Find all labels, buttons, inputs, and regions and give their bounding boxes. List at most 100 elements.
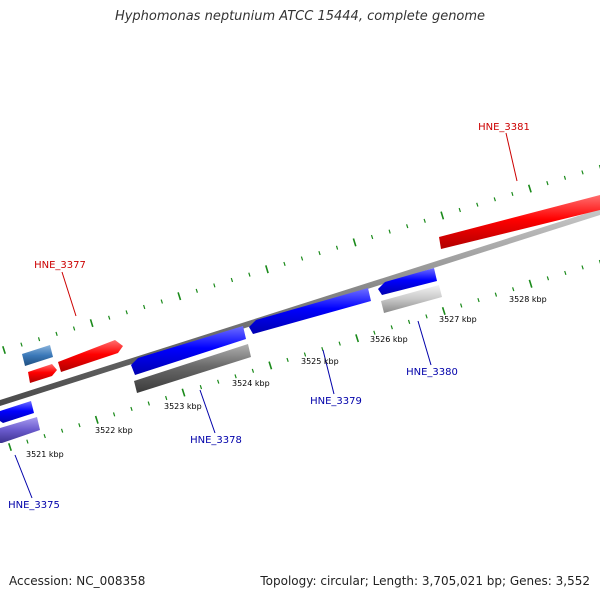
- major-tick: [265, 265, 269, 274]
- minor-tick: [43, 434, 46, 439]
- gene-hne-3377[interactable]: [58, 340, 123, 372]
- gene-label-hne-3380[interactable]: HNE_3380: [406, 367, 458, 378]
- major-tick: [89, 319, 94, 328]
- minor-tick: [230, 277, 234, 283]
- major-tick: [355, 334, 360, 343]
- minor-tick: [493, 197, 496, 202]
- minor-tick: [460, 303, 463, 308]
- minor-tick: [388, 229, 391, 234]
- minor-tick: [406, 224, 409, 229]
- gene-label-hne-3379[interactable]: HNE_3379: [310, 396, 362, 407]
- scale-label: 3521 kbp: [26, 450, 64, 459]
- minor-tick: [476, 202, 479, 207]
- genome-stats-text: Topology: circular; Length: 3,705,021 bp…: [260, 574, 590, 588]
- minor-tick: [581, 170, 584, 175]
- tick-row-lower: [8, 259, 600, 452]
- gene-hne-3381[interactable]: [439, 195, 600, 249]
- minor-tick: [338, 341, 341, 346]
- minor-tick: [213, 283, 216, 288]
- minor-tick: [581, 265, 584, 270]
- minor-tick: [512, 287, 515, 292]
- minor-tick: [20, 342, 23, 347]
- minor-tick: [370, 234, 374, 240]
- gene-hne-3375[interactable]: [0, 401, 34, 423]
- minor-tick: [125, 310, 128, 315]
- scale-label: 3527 kbp: [439, 315, 477, 324]
- minor-tick: [373, 330, 376, 335]
- major-tick: [352, 238, 357, 247]
- major-tick: [268, 361, 273, 370]
- minor-tick: [546, 181, 549, 186]
- minor-tick: [165, 395, 168, 401]
- scale-label: 3525 kbp: [301, 357, 339, 366]
- minor-tick: [283, 261, 286, 266]
- gene-purple[interactable]: [0, 417, 40, 443]
- gene-small-red[interactable]: [28, 364, 57, 383]
- minor-tick: [26, 439, 29, 444]
- accession-text: Accession: NC_008358: [9, 574, 146, 588]
- gene-label-hne-3378[interactable]: HNE_3378: [190, 435, 242, 446]
- scale-label: 3522 kbp: [95, 426, 133, 435]
- minor-tick: [563, 175, 567, 180]
- minor-tick: [112, 412, 116, 417]
- gene-grey[interactable]: [134, 344, 251, 393]
- scale-label: 3528 kbp: [509, 295, 547, 304]
- callout-hne-3379: [322, 349, 335, 395]
- minor-tick: [78, 423, 81, 428]
- major-tick: [177, 292, 182, 301]
- minor-tick: [564, 270, 567, 275]
- minor-tick: [303, 352, 307, 357]
- major-tick: [440, 211, 445, 220]
- major-tick: [527, 184, 532, 193]
- minor-tick: [318, 251, 321, 256]
- major-tick: [8, 442, 12, 452]
- minor-tick: [286, 357, 289, 362]
- major-tick: [94, 415, 99, 424]
- major-tick: [2, 345, 6, 355]
- minor-tick: [390, 325, 393, 330]
- callout-hne-3378: [199, 389, 216, 434]
- tick-row-upper: [2, 164, 600, 355]
- minor-tick: [300, 256, 304, 261]
- callout-hne-3377: [61, 271, 77, 317]
- minor-tick: [423, 218, 426, 223]
- major-tick: [441, 306, 446, 316]
- minor-tick: [160, 299, 163, 304]
- minor-tick: [147, 401, 150, 406]
- minor-tick: [72, 326, 76, 331]
- callout-hne-3380: [417, 320, 432, 366]
- minor-tick: [546, 276, 550, 281]
- major-tick: [181, 388, 186, 397]
- minor-tick: [55, 331, 58, 336]
- major-tick: [528, 279, 533, 288]
- minor-tick: [195, 288, 198, 293]
- minor-tick: [37, 337, 41, 342]
- minor-tick: [335, 245, 339, 250]
- scale-label: 3526 kbp: [370, 335, 408, 344]
- gene-hne-3378[interactable]: [131, 326, 246, 375]
- gene-label-hne-3377[interactable]: HNE_3377: [34, 260, 86, 271]
- minor-tick: [407, 319, 411, 324]
- minor-tick: [108, 315, 111, 320]
- gene-small-steel[interactable]: [22, 345, 53, 366]
- minor-tick: [425, 314, 428, 319]
- minor-tick: [143, 304, 146, 310]
- gene-label-hne-3375[interactable]: HNE_3375: [8, 500, 60, 511]
- minor-tick: [217, 379, 220, 384]
- callout-hne-3381: [505, 132, 518, 182]
- minor-tick: [234, 374, 237, 379]
- map-title: Hyphomonas neptunium ATCC 15444, complet…: [114, 9, 486, 24]
- minor-tick: [60, 428, 64, 433]
- minor-tick: [511, 191, 514, 196]
- minor-tick: [130, 406, 133, 411]
- callout-hne-3375: [14, 454, 33, 499]
- gene-hne-3380[interactable]: [378, 268, 437, 295]
- gene-label-hne-3381[interactable]: HNE_3381: [478, 122, 530, 133]
- gene-light-grey[interactable]: [381, 285, 442, 313]
- minor-tick: [251, 368, 255, 373]
- gene-hne-3379[interactable]: [249, 288, 371, 334]
- minor-tick: [199, 385, 203, 390]
- minor-tick: [494, 292, 498, 297]
- minor-tick: [477, 298, 480, 303]
